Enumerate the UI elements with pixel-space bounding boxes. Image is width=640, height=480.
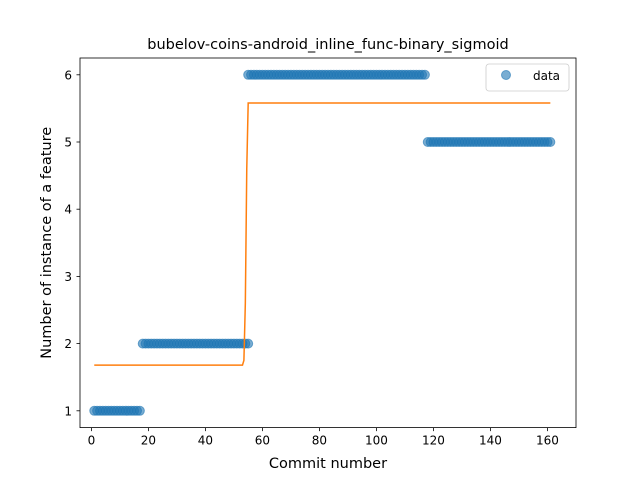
y-axis: 1 2 3 4 5 6 <box>64 68 80 418</box>
x-tick-label: 0 <box>88 434 96 448</box>
y-tick-label: 3 <box>64 270 72 284</box>
axes-frame <box>79 57 577 429</box>
y-tick-label: 6 <box>64 68 72 82</box>
x-tick-label: 140 <box>479 434 502 448</box>
x-tick-label: 100 <box>365 434 388 448</box>
y-tick-label: 1 <box>64 404 72 418</box>
x-tick-label: 20 <box>141 434 156 448</box>
y-tick-label: 5 <box>64 136 72 150</box>
data-point <box>545 137 556 147</box>
x-tick-label: 60 <box>255 434 270 448</box>
x-tick-label: 120 <box>422 434 445 448</box>
x-tick-label: 160 <box>536 434 559 448</box>
data-point <box>419 69 430 80</box>
chart-title: bubelov-coins-android_inline_func-binary… <box>147 37 508 53</box>
y-tick-label: 4 <box>64 203 72 217</box>
legend-marker-data <box>501 70 511 80</box>
x-axis-label: Commit number <box>269 456 387 472</box>
plot-area <box>89 69 556 416</box>
legend: data <box>485 63 570 92</box>
x-tick-label: 40 <box>198 434 213 448</box>
x-axis: 0 20 40 60 80 100 120 140 160 <box>88 427 559 448</box>
y-tick-label: 2 <box>64 337 72 351</box>
data-point <box>134 405 145 416</box>
y-axis-label: Number of instance of a feature <box>39 127 55 359</box>
fit-line <box>94 102 551 366</box>
x-tick-label: 80 <box>312 434 327 448</box>
legend-label-data: data <box>533 69 560 83</box>
